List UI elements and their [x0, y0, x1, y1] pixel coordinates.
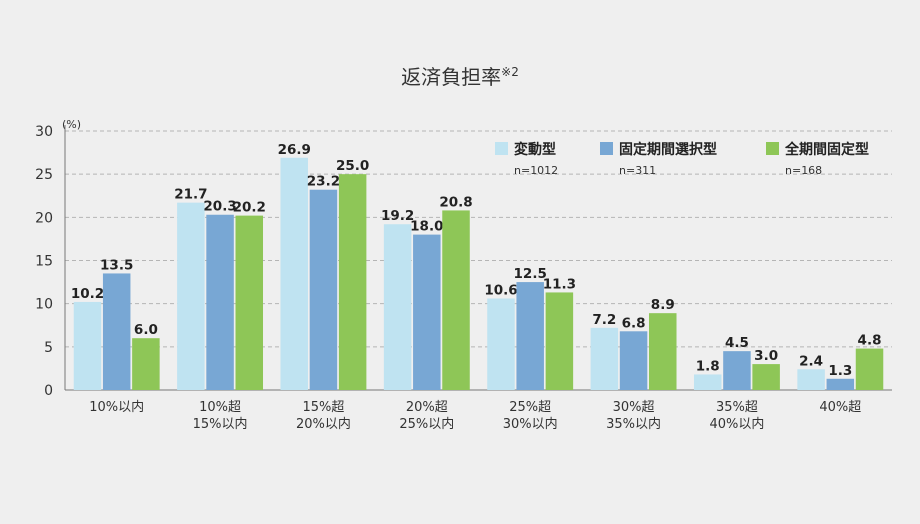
- legend-swatch: [766, 142, 779, 155]
- data-label: 10.6: [484, 282, 517, 298]
- bar: [693, 374, 722, 390]
- y-tick-label: 30: [35, 124, 53, 140]
- data-label: 8.9: [651, 297, 675, 313]
- data-label: 1.3: [828, 363, 852, 379]
- data-label: 20.2: [233, 200, 266, 216]
- data-label: 18.0: [410, 219, 443, 235]
- chart-title-text: 返済負担率: [401, 65, 501, 89]
- x-tick-label: 25%超: [509, 400, 551, 415]
- bar: [206, 214, 234, 390]
- gridlines: [65, 130, 892, 348]
- data-label: 11.3: [543, 276, 576, 292]
- chart-title-note: ※2: [501, 65, 519, 79]
- bar: [413, 234, 441, 390]
- x-tick-label: 30%超: [613, 400, 655, 415]
- bar: [516, 282, 544, 390]
- x-tick-label: 35%超: [716, 400, 758, 415]
- y-tick-label: 5: [44, 340, 53, 356]
- y-tick-label: 0: [44, 383, 53, 399]
- x-tick-label: 30%以内: [503, 416, 558, 432]
- legend-count: n=168: [785, 164, 822, 177]
- x-axis: 10%以内 10%超15%以内 15%超20%以内 20%超25%以内 25%超30%以…: [89, 399, 861, 432]
- bar: [235, 215, 264, 390]
- bar: [309, 189, 338, 390]
- y-tick-label: 15: [35, 254, 53, 270]
- data-label: 13.5: [100, 257, 133, 273]
- bar: [649, 313, 677, 390]
- data-label: 10.2: [71, 286, 104, 302]
- x-tick-label: 15%以内: [193, 416, 248, 432]
- bar: [177, 202, 205, 390]
- x-tick-label: 25%以内: [399, 416, 454, 432]
- bar: [102, 273, 131, 390]
- bar: [855, 348, 884, 390]
- bar: [797, 369, 825, 390]
- data-label: 25.0: [336, 158, 369, 174]
- bar: [73, 301, 102, 390]
- y-tick-label: 25: [35, 167, 53, 183]
- legend-count: n=311: [619, 164, 656, 177]
- bar: [723, 351, 751, 390]
- data-label: 20.8: [439, 194, 472, 210]
- data-label: 23.2: [307, 174, 340, 190]
- y-unit-label: (%): [62, 118, 81, 131]
- bar: [619, 331, 648, 390]
- data-label: 20.3: [203, 199, 236, 215]
- bar: [132, 338, 160, 390]
- x-tick-label: 40%超: [819, 400, 861, 415]
- y-tick-label: 20: [35, 210, 53, 226]
- legend-swatch: [600, 142, 613, 155]
- data-label: 3.0: [754, 348, 778, 364]
- bar: [752, 364, 780, 390]
- data-label: 7.2: [592, 312, 616, 328]
- x-tick-label: 15%超: [302, 400, 344, 415]
- data-label: 12.5: [514, 266, 547, 282]
- data-label: 1.8: [696, 358, 720, 374]
- bar: [442, 210, 470, 390]
- legend-label: 全期間固定型: [784, 141, 869, 158]
- x-tick-label: 10%以内: [89, 399, 144, 415]
- data-label: 4.8: [858, 333, 882, 349]
- bar: [826, 378, 855, 390]
- bar: [280, 157, 308, 390]
- y-tick-label: 10: [35, 297, 53, 313]
- chart-title: 返済負担率※2: [401, 65, 519, 89]
- bar: [590, 327, 619, 390]
- legend-label: 固定期間選択型: [619, 141, 717, 158]
- legend: 変動型 n=1012 固定期間選択型 n=311 全期間固定型 n=168: [495, 141, 869, 177]
- data-label: 21.7: [174, 187, 207, 203]
- bars-layer: 10.213.56.021.720.320.226.923.225.019.21…: [71, 142, 884, 390]
- bar: [545, 292, 574, 390]
- data-label: 19.2: [381, 208, 414, 224]
- x-tick-label: 20%超: [406, 400, 448, 415]
- x-tick-label: 10%超: [199, 400, 241, 415]
- bar: [383, 224, 412, 390]
- x-tick-label: 40%以内: [709, 416, 764, 432]
- data-label: 26.9: [278, 142, 311, 158]
- legend-count: n=1012: [514, 164, 558, 177]
- data-label: 6.8: [622, 315, 646, 331]
- data-label: 2.4: [799, 353, 823, 369]
- legend-swatch: [495, 142, 508, 155]
- bar: [338, 174, 367, 390]
- x-tick-label: 35%以内: [606, 416, 661, 432]
- bar: [487, 298, 515, 390]
- data-label: 4.5: [725, 335, 749, 351]
- x-tick-label: 20%以内: [296, 416, 351, 432]
- data-label: 6.0: [134, 322, 158, 338]
- legend-label: 変動型: [514, 141, 556, 158]
